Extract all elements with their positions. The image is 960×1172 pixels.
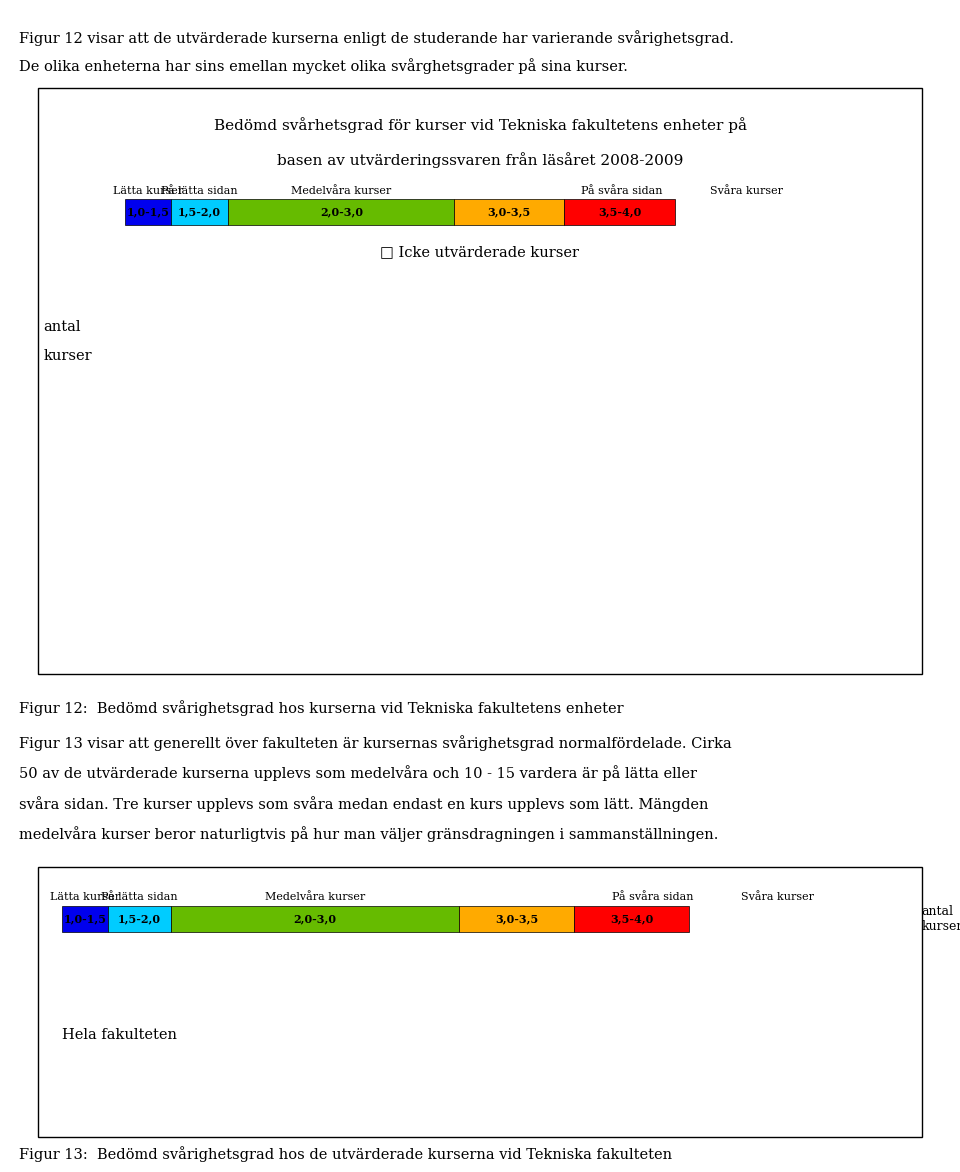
Text: Figur 12 visar att de utvärderade kurserna enligt de studerande har varierande s: Figur 12 visar att de utvärderade kurser… bbox=[19, 30, 734, 47]
Text: antal
kurser: antal kurser bbox=[922, 905, 960, 933]
Bar bbox=[131, 482, 166, 550]
Text: svåra sidan. Tre kurser upplevs som svåra medan endast en kurs upplevs som lätt.: svåra sidan. Tre kurser upplevs som svår… bbox=[19, 796, 708, 812]
Text: På lätta sidan: På lätta sidan bbox=[161, 185, 238, 196]
Bar bbox=[574, 584, 610, 609]
Bar bbox=[463, 448, 499, 609]
Text: Medelvåra kurser: Medelvåra kurser bbox=[265, 892, 365, 902]
Text: □ Icke utvärderade kurser: □ Icke utvärderade kurser bbox=[484, 1034, 674, 1047]
Bar bbox=[352, 601, 388, 609]
Text: Medelvåra kurser: Medelvåra kurser bbox=[291, 185, 391, 196]
Bar bbox=[518, 507, 555, 524]
Text: 2,0-3,0: 2,0-3,0 bbox=[320, 206, 363, 218]
Bar bbox=[518, 567, 555, 601]
Bar bbox=[684, 575, 721, 601]
Bar bbox=[463, 516, 499, 601]
Text: Bedömd svårhetsgrad för kurser vid Tekniska fakultetens enheter på: Bedömd svårhetsgrad för kurser vid Tekni… bbox=[213, 117, 747, 134]
Text: På lätta sidan: På lätta sidan bbox=[101, 892, 178, 902]
Text: 3,0-3,5: 3,0-3,5 bbox=[494, 913, 539, 925]
Text: Figur 13 visar att generellt över fakulteten är kursernas svårighetsgrad normalf: Figur 13 visar att generellt över fakult… bbox=[19, 735, 732, 751]
Text: 3,0-3,5: 3,0-3,5 bbox=[488, 206, 531, 218]
Text: 3,5-4,0: 3,5-4,0 bbox=[610, 913, 654, 925]
Text: □ Icke utvärderade kurser: □ Icke utvärderade kurser bbox=[380, 245, 580, 259]
Bar bbox=[297, 541, 333, 609]
Bar bbox=[297, 601, 333, 609]
Bar bbox=[796, 601, 831, 609]
Bar bbox=[241, 592, 277, 609]
Bar bbox=[131, 550, 166, 592]
Bar bbox=[352, 592, 388, 601]
Bar bbox=[463, 482, 499, 516]
Bar bbox=[630, 490, 665, 609]
Text: 50 av de utvärderade kurserna upplevs som medelvåra och 10 - 15 vardera är på lä: 50 av de utvärderade kurserna upplevs so… bbox=[19, 765, 697, 782]
Bar bbox=[251, 1009, 383, 1071]
Bar bbox=[796, 550, 831, 567]
Text: De olika enheterna har sins emellan mycket olika svårghetsgrader på sina kurser.: De olika enheterna har sins emellan myck… bbox=[19, 59, 628, 75]
Bar bbox=[131, 482, 166, 609]
Text: basen av utvärderingssvaren från läsåret 2008-2009: basen av utvärderingssvaren från läsåret… bbox=[276, 152, 684, 169]
Text: Lätta kurser: Lätta kurser bbox=[112, 185, 183, 196]
Bar bbox=[391, 1009, 394, 1071]
Text: Svåra kurser: Svåra kurser bbox=[710, 185, 783, 196]
Bar bbox=[796, 422, 831, 609]
Bar bbox=[684, 550, 721, 609]
Bar bbox=[740, 567, 777, 609]
Bar bbox=[574, 524, 610, 609]
Text: På svåra sidan: På svåra sidan bbox=[582, 185, 662, 196]
Text: Figur 13:  Bedömd svårighetsgrad hos de utvärderade kurserna vid Tekniska fakult: Figur 13: Bedömd svårighetsgrad hos de u… bbox=[19, 1146, 672, 1163]
Bar bbox=[408, 507, 444, 609]
Text: antal: antal bbox=[43, 320, 81, 334]
Bar bbox=[852, 516, 887, 584]
Bar bbox=[216, 1009, 251, 1071]
Bar bbox=[186, 524, 222, 609]
Bar bbox=[241, 541, 277, 592]
Bar bbox=[852, 584, 887, 609]
Text: Lätta kurser: Lätta kurser bbox=[50, 892, 121, 902]
Bar bbox=[518, 524, 555, 567]
Bar bbox=[518, 507, 555, 609]
Text: Figur 12:  Bedömd svårighetsgrad hos kurserna vid Tekniska fakultetens enheter: Figur 12: Bedömd svårighetsgrad hos kurs… bbox=[19, 700, 624, 716]
Bar bbox=[463, 448, 499, 482]
Text: På svåra sidan: På svåra sidan bbox=[612, 892, 693, 902]
Text: 1,0-1,5: 1,0-1,5 bbox=[64, 913, 107, 925]
Bar bbox=[408, 507, 444, 592]
Bar bbox=[684, 601, 721, 609]
Bar bbox=[408, 592, 444, 609]
Bar bbox=[186, 516, 222, 524]
Text: kurser: kurser bbox=[43, 349, 92, 363]
Text: 1,0-1,5: 1,0-1,5 bbox=[127, 206, 169, 218]
Bar bbox=[852, 448, 887, 516]
Text: 2,0-3,0: 2,0-3,0 bbox=[294, 913, 336, 925]
Bar bbox=[518, 601, 555, 609]
Bar bbox=[852, 448, 887, 609]
Bar bbox=[186, 490, 222, 609]
Bar bbox=[796, 567, 831, 601]
Bar bbox=[297, 541, 333, 558]
Text: 1,5-2,0: 1,5-2,0 bbox=[179, 206, 221, 218]
Bar bbox=[740, 558, 777, 567]
Bar bbox=[796, 422, 831, 550]
Bar bbox=[186, 490, 222, 516]
Bar bbox=[630, 490, 665, 609]
Text: medelvåra kurser beror naturligtvis på hur man väljer gränsdragningen i sammanst: medelvåra kurser beror naturligtvis på h… bbox=[19, 826, 719, 843]
Text: Svåra kurser: Svåra kurser bbox=[741, 892, 814, 902]
Bar bbox=[131, 592, 166, 609]
Bar bbox=[740, 558, 777, 609]
Bar bbox=[241, 541, 277, 609]
Bar bbox=[574, 524, 610, 584]
Text: 3,5-4,0: 3,5-4,0 bbox=[598, 206, 641, 218]
Bar bbox=[297, 558, 333, 601]
Text: Hela fakulteten: Hela fakulteten bbox=[62, 1028, 178, 1042]
Bar bbox=[352, 507, 388, 592]
Bar bbox=[394, 1009, 764, 1071]
Bar bbox=[352, 507, 388, 609]
Bar bbox=[463, 601, 499, 609]
Text: 1,5-2,0: 1,5-2,0 bbox=[118, 913, 161, 925]
Bar bbox=[684, 550, 721, 575]
Bar bbox=[383, 1009, 391, 1071]
